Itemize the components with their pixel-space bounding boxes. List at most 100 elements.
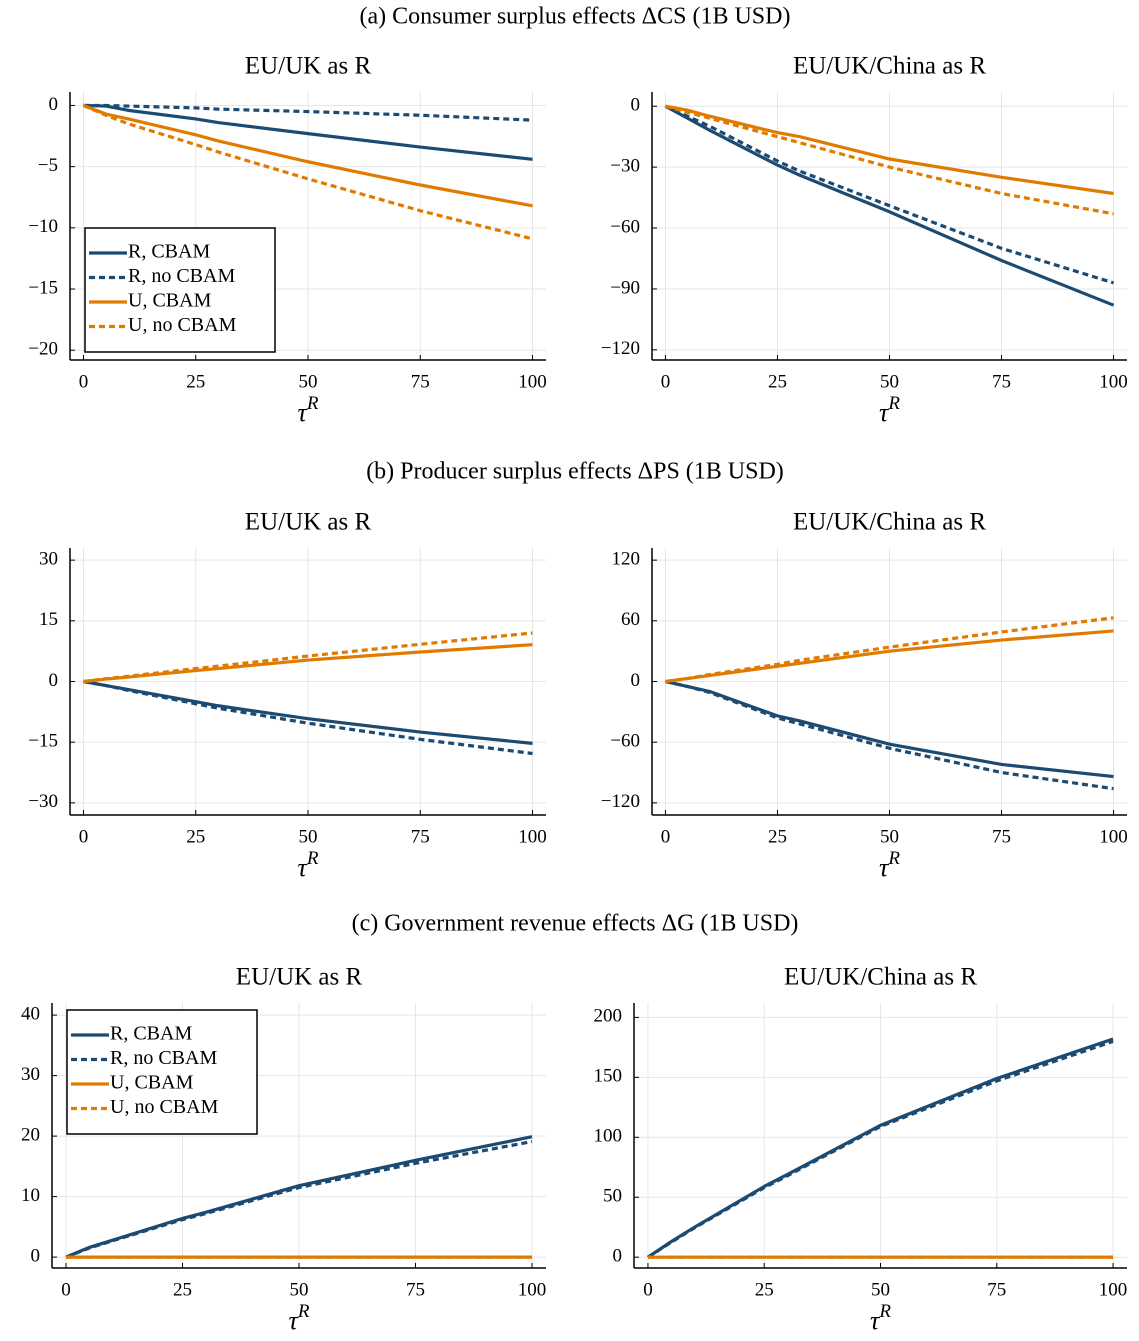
x-tick-label: 75 — [406, 1279, 425, 1300]
y-tick-label: −15 — [28, 731, 58, 752]
series-line — [83, 103, 533, 122]
y-tick-label: 30 — [39, 548, 58, 569]
series-line — [664, 104, 1115, 285]
section-heading: (b) Producer surplus effects ΔPS (1B USD… — [366, 459, 784, 485]
y-tick-label: 150 — [594, 1066, 623, 1087]
x-axis-label: τR — [870, 1301, 891, 1335]
y-tick-label: 120 — [612, 548, 641, 569]
series-line — [665, 679, 1114, 779]
x-tick-label: 0 — [61, 1279, 71, 1300]
y-tick-label: −120 — [601, 338, 640, 359]
x-axis-label-base: τ — [298, 853, 309, 882]
x-tick-label: 0 — [661, 371, 671, 392]
x-tick-label: 100 — [1099, 826, 1128, 847]
x-tick-label: 50 — [290, 1279, 309, 1300]
x-axis-label-superscript: R — [306, 848, 319, 869]
chart-title: EU/UK/China as R — [793, 53, 986, 80]
legend-label: U, no CBAM — [110, 1096, 219, 1118]
chart-title: EU/UK as R — [245, 53, 372, 80]
y-tick-label: 0 — [631, 670, 641, 691]
x-tick-label: 100 — [518, 826, 547, 847]
x-tick-label: 25 — [755, 1279, 774, 1300]
series-line — [82, 103, 533, 241]
x-axis-label-base: τ — [879, 398, 890, 427]
x-tick-label: 25 — [186, 826, 205, 847]
x-tick-label: 0 — [643, 1279, 653, 1300]
x-tick-label: 50 — [880, 826, 899, 847]
x-tick-label: 50 — [880, 371, 899, 392]
x-tick-label: 50 — [299, 371, 318, 392]
x-axis-label: τR — [298, 848, 319, 882]
y-tick-label: 20 — [21, 1124, 40, 1145]
y-tick-label: −20 — [28, 339, 58, 360]
y-tick-label: −10 — [28, 216, 58, 237]
x-tick-label: 0 — [79, 371, 89, 392]
y-tick-label: −60 — [610, 216, 640, 237]
series-line — [665, 616, 1114, 684]
series-line — [83, 643, 533, 684]
x-axis-label-base: τ — [289, 1306, 300, 1335]
legend-label: U, no CBAM — [128, 314, 237, 336]
x-tick-label: 100 — [1099, 1279, 1128, 1300]
legend-label: R, CBAM — [110, 1023, 192, 1045]
y-tick-label: 0 — [613, 1246, 623, 1267]
legend-box — [84, 227, 276, 353]
series-line — [664, 104, 1115, 307]
chart-title: EU/UK/China as R — [784, 964, 977, 991]
y-tick-label: −5 — [38, 155, 58, 176]
legend-label: U, CBAM — [128, 290, 212, 312]
x-tick-label: 0 — [79, 826, 89, 847]
chart-title: EU/UK as R — [236, 964, 363, 991]
x-tick-label: 75 — [992, 371, 1011, 392]
y-tick-label: −30 — [610, 155, 640, 176]
series-line — [82, 103, 533, 208]
x-axis-label-superscript: R — [878, 1301, 891, 1322]
y-tick-label: 40 — [21, 1003, 40, 1024]
x-tick-label: 75 — [411, 826, 430, 847]
y-tick-label: 15 — [39, 609, 58, 630]
series-line — [83, 103, 533, 161]
x-tick-label: 50 — [871, 1279, 890, 1300]
series-line — [83, 679, 533, 745]
x-tick-label: 25 — [186, 371, 205, 392]
section-heading: (c) Government revenue effects ΔG (1B US… — [352, 911, 799, 937]
x-axis-label: τR — [289, 1301, 310, 1335]
x-tick-label: 25 — [173, 1279, 192, 1300]
x-axis-label-superscript: R — [306, 393, 319, 414]
x-tick-label: 25 — [768, 371, 787, 392]
series-line — [647, 1039, 1114, 1259]
y-tick-label: 60 — [621, 609, 640, 630]
legend-box — [66, 1009, 258, 1135]
legend-label: R, no CBAM — [128, 265, 235, 287]
legend-label: R, no CBAM — [110, 1047, 217, 1069]
series-line — [83, 631, 533, 684]
series-line — [65, 1139, 533, 1259]
y-tick-label: −90 — [610, 277, 640, 298]
x-axis-label-base: τ — [879, 853, 890, 882]
y-tick-label: 0 — [49, 94, 59, 115]
x-axis-label: τR — [298, 393, 319, 427]
x-axis-label-superscript: R — [887, 848, 900, 869]
y-tick-label: −30 — [28, 791, 58, 812]
y-tick-label: −120 — [601, 791, 640, 812]
x-tick-label: 75 — [987, 1279, 1006, 1300]
y-tick-label: −15 — [28, 277, 58, 298]
y-tick-label: 30 — [21, 1064, 40, 1085]
x-tick-label: 75 — [411, 371, 430, 392]
x-tick-label: 0 — [661, 826, 671, 847]
series-line — [665, 104, 1114, 196]
x-tick-label: 100 — [518, 371, 547, 392]
y-tick-label: 10 — [21, 1185, 40, 1206]
x-tick-label: 100 — [518, 1279, 547, 1300]
y-tick-label: 200 — [594, 1006, 623, 1027]
x-tick-label: 25 — [768, 826, 787, 847]
section-heading: (a) Consumer surplus effects ΔCS (1B USD… — [360, 4, 791, 30]
y-tick-label: 0 — [631, 95, 641, 116]
y-tick-label: 50 — [603, 1186, 622, 1207]
x-axis-label-superscript: R — [297, 1301, 310, 1322]
series-line — [665, 629, 1114, 684]
series-line — [83, 679, 533, 756]
y-tick-label: −60 — [610, 731, 640, 752]
